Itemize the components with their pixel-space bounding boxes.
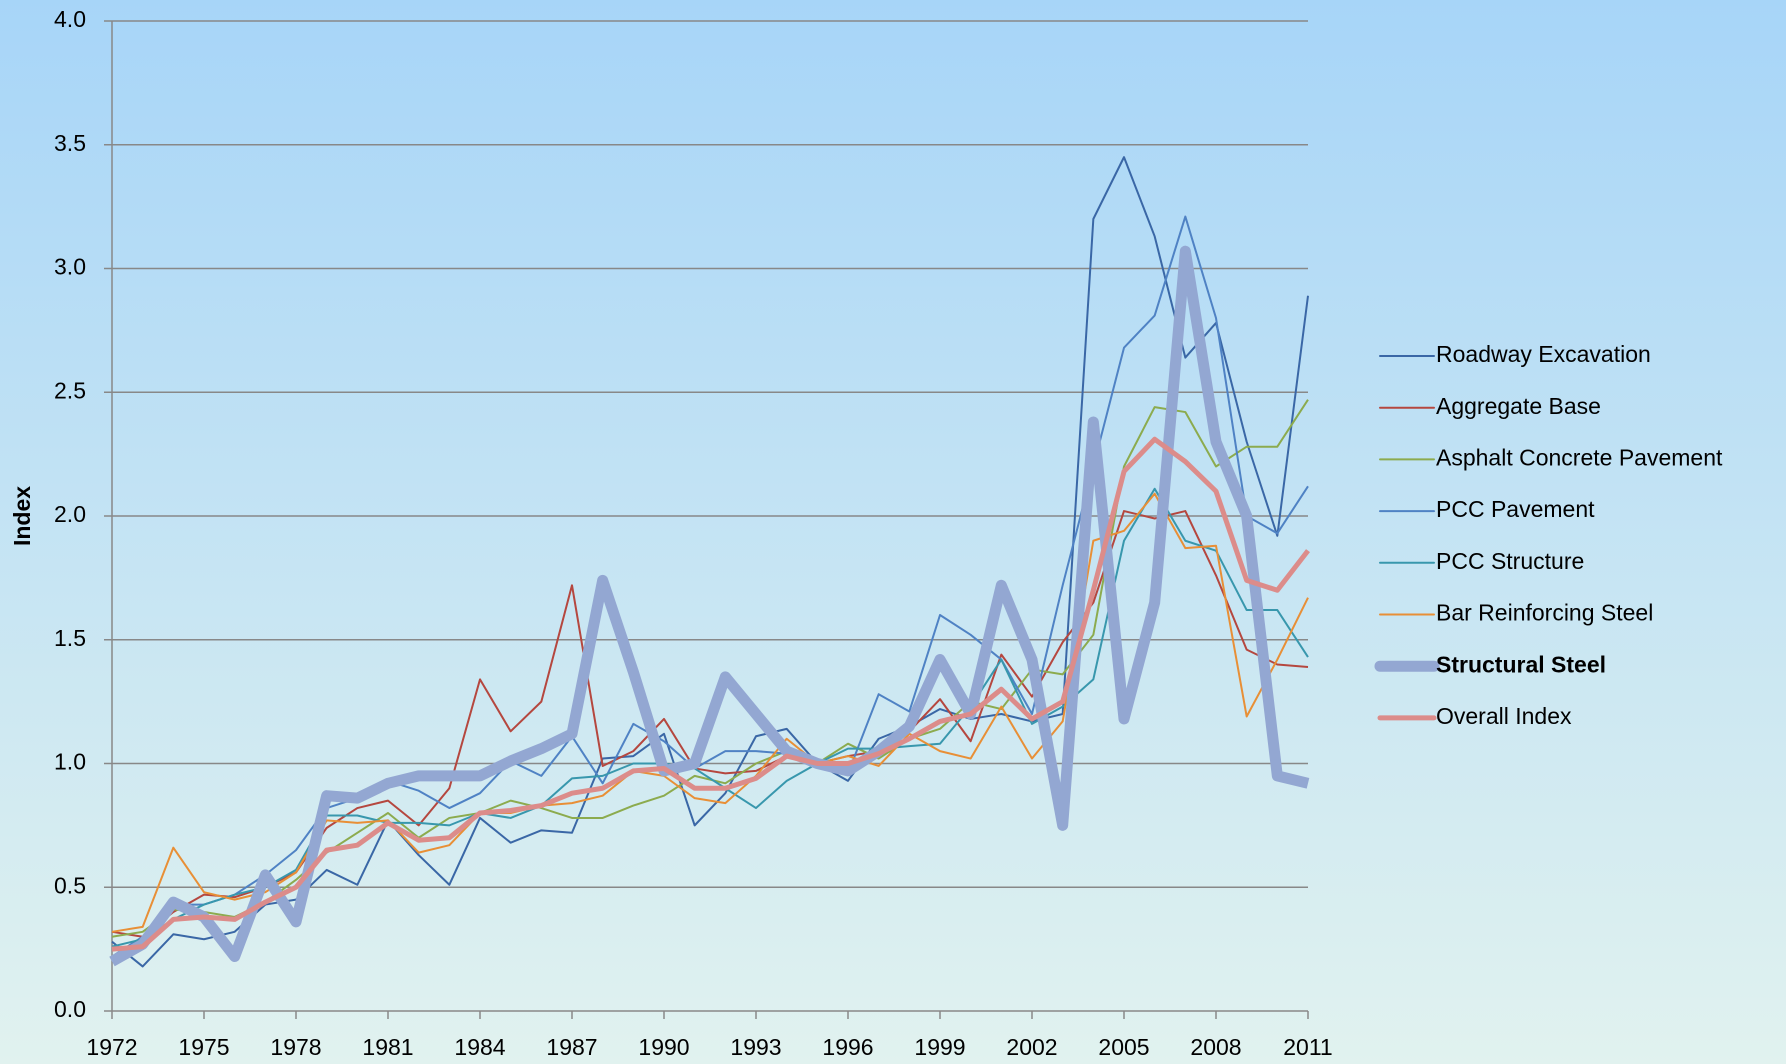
y-axis-label: Index <box>9 486 35 546</box>
x-tick-label: 1987 <box>546 1034 597 1060</box>
series-line <box>111 215 1309 958</box>
legend-label: Bar Reinforcing Steel <box>1436 600 1653 626</box>
series-line <box>111 156 1309 968</box>
y-tick-label: 1.0 <box>54 749 86 775</box>
x-tick-label: 1975 <box>178 1034 229 1060</box>
x-tick-label: 1978 <box>270 1034 321 1060</box>
y-tick-label: 1.5 <box>54 625 86 651</box>
series-line <box>111 436 1310 952</box>
series-line <box>109 245 1310 967</box>
x-tick-label: 1996 <box>822 1034 873 1060</box>
x-tick-label: 1993 <box>730 1034 781 1060</box>
x-tick-label: 1990 <box>638 1034 689 1060</box>
y-tick-label: 2.0 <box>54 501 86 527</box>
y-tick-label: 0.5 <box>54 872 86 898</box>
y-tick-label: 2.5 <box>54 377 86 403</box>
x-tick-label: 2011 <box>1283 1034 1332 1060</box>
x-tick-label: 1981 <box>362 1034 413 1060</box>
x-tick-label: 1972 <box>86 1034 137 1060</box>
x-tick-label: 2005 <box>1098 1034 1149 1060</box>
y-tick-label: 4.0 <box>54 6 86 32</box>
y-tick-label: 3.5 <box>54 130 86 156</box>
x-tick-label: 1999 <box>914 1034 965 1060</box>
legend-label: Overall Index <box>1436 703 1572 729</box>
legend-label: Roadway Excavation <box>1436 341 1651 367</box>
legend-label: PCC Pavement <box>1436 496 1595 522</box>
x-tick-label: 2002 <box>1006 1034 1057 1060</box>
x-tick-label: 2008 <box>1190 1034 1241 1060</box>
legend-label: PCC Structure <box>1436 548 1584 574</box>
legend-label: Structural Steel <box>1436 651 1606 677</box>
y-tick-label: 0.0 <box>54 996 86 1022</box>
x-tick-label: 1984 <box>454 1034 505 1060</box>
legend-label: Asphalt Concrete Pavement <box>1436 444 1723 470</box>
series-line <box>111 399 1309 938</box>
y-tick-label: 3.0 <box>54 254 86 280</box>
legend-label: Aggregate Base <box>1436 393 1601 419</box>
